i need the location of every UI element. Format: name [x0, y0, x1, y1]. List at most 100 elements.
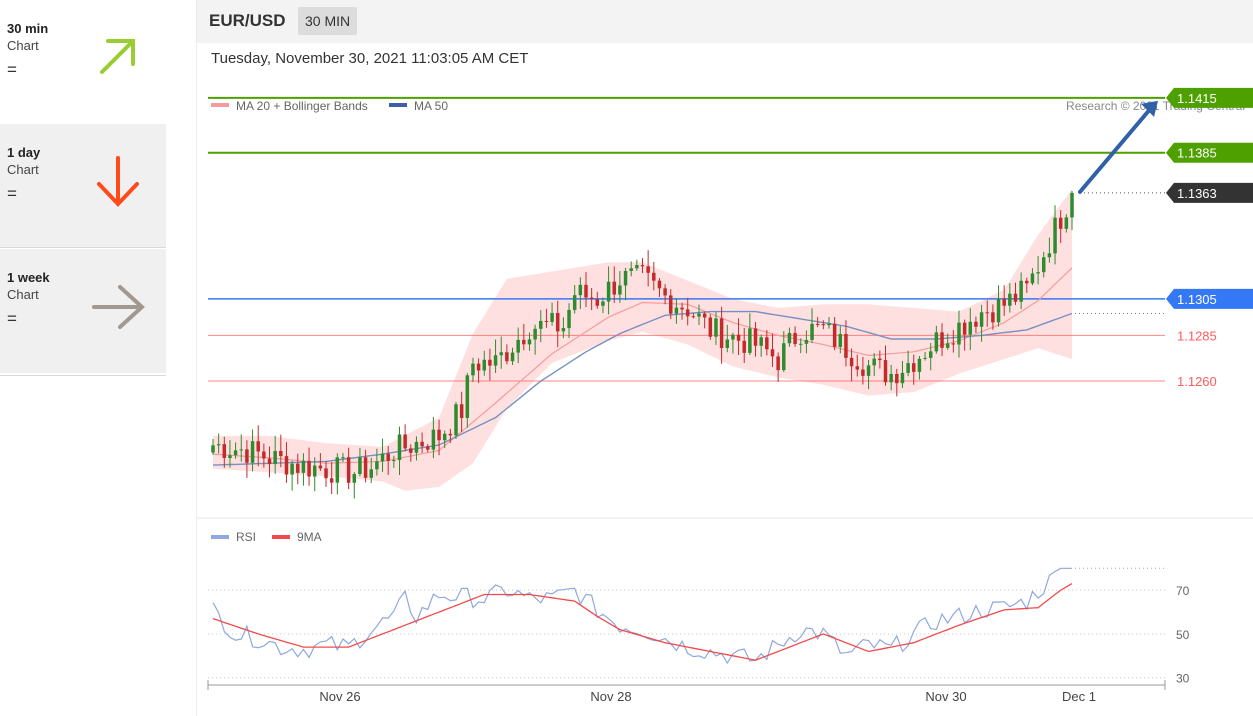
candle-body	[719, 318, 724, 348]
moving-averages	[212, 267, 1165, 466]
candle-body	[420, 441, 424, 447]
candle-body	[742, 340, 746, 353]
candle-body	[584, 284, 588, 298]
candle-body	[572, 295, 577, 310]
level-tag-current	[1166, 182, 1253, 203]
candle-body	[657, 280, 662, 289]
candle-body	[250, 441, 255, 463]
candle-body	[928, 351, 933, 358]
timeframe-30min[interactable]: 30 min Chart =	[0, 0, 166, 124]
candle-body	[267, 458, 272, 465]
arrow-right-icon	[92, 285, 145, 329]
candle-body	[663, 288, 667, 296]
candle-body	[844, 333, 848, 358]
candle-body	[770, 349, 775, 357]
candle-body	[1030, 273, 1035, 284]
candle-body	[216, 444, 221, 446]
candle-body	[765, 337, 769, 350]
candle-body	[397, 434, 402, 461]
candle-body	[1070, 192, 1074, 218]
candle-body	[363, 457, 368, 478]
candle-body	[883, 360, 888, 383]
candle-body	[273, 451, 277, 465]
projection-arrow-line	[1078, 104, 1154, 194]
timeframe-subtitle: Chart	[7, 162, 39, 177]
level-label: 1.1385	[1177, 146, 1217, 161]
candle-body	[889, 373, 893, 383]
candle-body	[296, 463, 300, 473]
candle-body	[895, 373, 899, 384]
candle-body	[437, 429, 441, 441]
candle-body	[493, 355, 498, 366]
x-axis: Nov 26 Nov 28 Nov 30 Dec 1	[207, 680, 1166, 704]
candle-body	[471, 363, 475, 376]
candle-body	[827, 323, 831, 326]
rsi-pane: 70 50 30	[208, 567, 1190, 686]
candle-body	[312, 465, 317, 477]
legend-ma20-swatch	[211, 103, 229, 107]
candle-body	[284, 456, 289, 475]
x-tick-label: Nov 28	[590, 689, 631, 704]
arrow-down-icon	[97, 156, 139, 207]
chart-panel	[196, 0, 1253, 716]
candle-body	[804, 340, 809, 344]
projection-arrow-head	[1141, 100, 1158, 117]
chart-legend: MA 20 + Bollinger Bands MA 50 Research ©…	[211, 99, 1245, 113]
timeframe-subtitle: Chart	[7, 287, 39, 302]
candle-body	[951, 343, 956, 345]
candle-body	[550, 312, 554, 322]
timeframe-status: =	[7, 184, 17, 203]
candle-body	[403, 434, 407, 449]
legend-rsi-swatch	[211, 535, 229, 539]
candle-body	[991, 312, 995, 323]
legend-ma20-label: MA 20 + Bollinger Bands	[236, 99, 368, 113]
candle-body	[409, 448, 413, 453]
timeframe-1day[interactable]: 1 day Chart =	[0, 124, 166, 248]
candle-body	[459, 404, 464, 418]
candle-body	[968, 321, 973, 335]
candle-body	[640, 265, 645, 267]
projection-arrow	[1078, 100, 1158, 194]
candle-body	[674, 307, 679, 314]
candle-body	[301, 460, 306, 473]
candle-body	[1008, 293, 1012, 306]
candle-body	[1019, 280, 1023, 302]
level-label: 1.1415	[1177, 91, 1217, 106]
level-label: 1.1285	[1177, 328, 1217, 343]
timeframe-title: 1 week	[7, 270, 50, 285]
rsi-legend: RSI 9MA	[211, 530, 322, 544]
rsi-tick-label: 50	[1176, 628, 1190, 642]
candle-body	[1047, 253, 1052, 258]
candle-body	[567, 309, 571, 329]
candle-body	[810, 323, 814, 341]
candle-body	[945, 343, 950, 348]
candle-body	[329, 478, 334, 483]
candle-body	[940, 332, 944, 348]
candle-body	[669, 295, 673, 314]
candle-body	[912, 363, 916, 372]
candle-body	[878, 358, 882, 361]
candle-body	[505, 352, 509, 362]
candle-body	[623, 270, 628, 286]
candle-body	[392, 460, 396, 462]
timeframe-1week[interactable]: 1 week Chart =	[0, 249, 166, 373]
candle-body	[431, 429, 436, 450]
candle-body	[482, 359, 487, 371]
candle-body	[849, 357, 854, 367]
candle-body	[776, 356, 780, 371]
candle-body	[793, 332, 797, 345]
candle-body	[544, 320, 549, 322]
candle-body	[618, 285, 622, 295]
x-tick-label: Nov 30	[925, 689, 966, 704]
candle-body	[900, 372, 905, 384]
candle-body	[454, 404, 458, 436]
candle-body	[680, 307, 684, 310]
candle-body	[685, 309, 690, 317]
candle-body	[782, 343, 786, 371]
candle-body	[414, 441, 419, 453]
candle-body	[866, 365, 871, 376]
candle-body	[861, 369, 865, 376]
arrow-up-right-icon	[100, 39, 135, 74]
timeframe-badge[interactable]: 30 MIN	[298, 7, 358, 35]
